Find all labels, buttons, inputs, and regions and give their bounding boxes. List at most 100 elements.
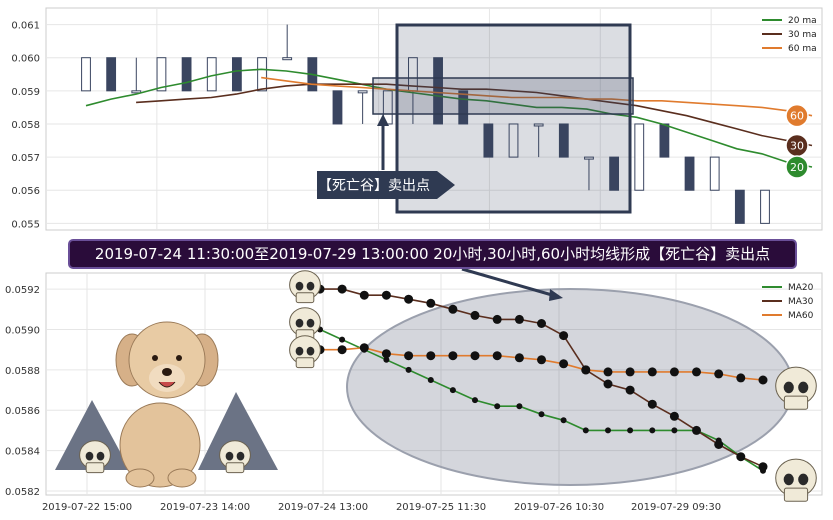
skull-eye xyxy=(295,346,304,356)
poodle-head xyxy=(128,321,206,399)
skull-eye xyxy=(236,451,245,461)
candle-body xyxy=(81,57,91,92)
death-valley-ellipse xyxy=(346,288,794,486)
ma-point-MA60 xyxy=(625,367,635,377)
ma-point-MA60 xyxy=(692,367,701,377)
poodle-paw-left xyxy=(125,468,155,488)
ma-point-MA60 xyxy=(337,345,347,355)
top-y-axis: 0.061 0.060 0.059 0.058 0.057 0.056 0.055 xyxy=(11,21,40,231)
legend-label: MA30 xyxy=(788,297,814,307)
ma-point-MA20 xyxy=(649,427,656,434)
poodle-muzzle xyxy=(149,364,185,392)
legend-label: MA60 xyxy=(788,311,814,321)
skull-eye xyxy=(798,381,809,394)
candle-body xyxy=(558,123,569,158)
callout-arrow-head xyxy=(377,114,389,126)
ma-line-20-ma xyxy=(85,68,813,168)
ma-point-MA30 xyxy=(359,290,369,300)
ma-point-MA60 xyxy=(603,367,613,377)
top-y-tick-label: 0.056 xyxy=(11,186,40,197)
ma-point-MA60 xyxy=(647,367,657,377)
bottom-x-tick-label: 2019-07-29 09:30 xyxy=(631,502,721,513)
bottom-y-tick-label: 0.0590 xyxy=(5,326,40,337)
ma-point-MA20 xyxy=(538,411,545,418)
poodle-illustration xyxy=(55,321,278,488)
ma-point-MA20 xyxy=(627,427,634,434)
skull-jaw xyxy=(295,357,315,369)
ma-point-MA60 xyxy=(714,369,724,379)
ma-point-MA60 xyxy=(359,343,369,353)
legend-label: 60 ma xyxy=(788,44,817,54)
ma-point-MA60 xyxy=(492,351,502,361)
bottom-y-tick-label: 0.0586 xyxy=(5,406,40,417)
ma-point-MA30 xyxy=(736,452,746,462)
ma-point-MA20 xyxy=(605,427,611,434)
callout-box xyxy=(317,171,455,199)
poodle-eye-right xyxy=(176,355,182,361)
ma-point-MA30 xyxy=(559,331,569,341)
skull-eye xyxy=(306,281,315,291)
bottom-x-tick-label: 2019-07-25 11:30 xyxy=(396,502,486,513)
bottom-ma-lines xyxy=(315,284,768,474)
ma-point-MA30 xyxy=(625,385,635,395)
ma-point-MA60 xyxy=(426,351,436,361)
skull-eye xyxy=(783,473,794,486)
banner-pointer-arrow-head xyxy=(549,289,563,301)
bottom-y-tick-label: 0.0592 xyxy=(5,285,40,296)
top-y-tick-label: 0.060 xyxy=(11,54,40,65)
skull-eye xyxy=(96,451,105,461)
bottom-x-axis: 2019-07-22 15:00 2019-07-23 14:00 2019-07-… xyxy=(42,502,721,513)
candle-body xyxy=(760,189,770,224)
death-valley-banner: 2019-07-24 11:30:00至2019-07-29 13:00:00 … xyxy=(68,239,797,269)
skull-jaw xyxy=(225,462,245,474)
ma-point-MA60 xyxy=(669,367,679,377)
skull-jaw xyxy=(85,462,105,474)
ma-point-MA60 xyxy=(448,351,458,361)
ma-point-MA30 xyxy=(337,284,347,294)
skull-eye xyxy=(85,451,94,461)
ma-point-MA60 xyxy=(381,349,391,359)
end-badge xyxy=(785,103,809,128)
candle-body xyxy=(659,123,670,158)
end-badge xyxy=(785,155,809,179)
candle-body xyxy=(106,57,117,92)
candle-body xyxy=(282,57,293,61)
ma-point-MA30 xyxy=(669,411,679,421)
skull-eye xyxy=(306,318,315,328)
end-badge-label: 20 xyxy=(790,161,804,174)
candle-body xyxy=(584,156,594,160)
top-legend: 20 ma 30 ma 60 ma xyxy=(762,16,817,54)
bottom-y-tick-label: 0.0584 xyxy=(5,447,40,458)
ma-point-MA30 xyxy=(758,462,768,472)
poodle-paw-right xyxy=(167,468,197,488)
ma-point-MA30 xyxy=(714,440,724,449)
death-valley-inner-band xyxy=(372,77,634,115)
ma-point-MA60 xyxy=(537,355,546,365)
ma-point-MA20 xyxy=(472,397,478,404)
ma-point-MA30 xyxy=(647,399,657,409)
candle-body xyxy=(357,90,368,94)
candle-body xyxy=(634,123,645,191)
legend-label: 20 ma xyxy=(788,16,817,26)
ma-point-MA30 xyxy=(603,379,613,389)
rock-right xyxy=(198,392,278,470)
rock-left xyxy=(55,400,130,470)
ma-point-MA60 xyxy=(514,353,524,363)
top-y-tick-label: 0.061 xyxy=(11,21,40,32)
bottom-legend: MA20 MA30 MA60 xyxy=(762,283,814,321)
ma-point-MA20 xyxy=(494,403,501,410)
banner-pointer-arrow xyxy=(461,267,553,297)
top-end-badges: 60 30 20 xyxy=(785,103,809,179)
ma-point-MA20 xyxy=(560,417,567,424)
ma-point-MA20 xyxy=(405,366,412,373)
candle-body xyxy=(609,156,620,191)
skull-jaw xyxy=(295,292,315,304)
top-y-tick-label: 0.055 xyxy=(11,219,40,230)
poodle-nose xyxy=(162,368,172,376)
candle-body xyxy=(433,57,443,125)
ma-point-MA30 xyxy=(381,290,391,300)
ma-point-MA20 xyxy=(383,356,390,363)
ma-point-MA60 xyxy=(559,359,569,369)
bottom-y-tick-label: 0.0588 xyxy=(5,366,40,377)
